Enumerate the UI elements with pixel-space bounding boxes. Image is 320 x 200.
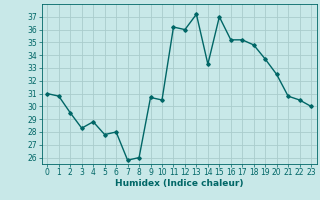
X-axis label: Humidex (Indice chaleur): Humidex (Indice chaleur) [115,179,244,188]
